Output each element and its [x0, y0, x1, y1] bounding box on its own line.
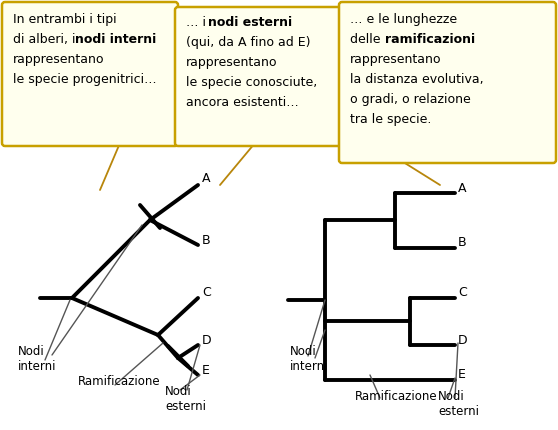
- Text: tra le specie.: tra le specie.: [350, 113, 431, 126]
- Text: le specie conosciute,: le specie conosciute,: [186, 76, 318, 89]
- FancyBboxPatch shape: [2, 2, 178, 146]
- Text: … e le lunghezze: … e le lunghezze: [350, 13, 457, 26]
- Text: Ramificazione: Ramificazione: [78, 375, 161, 388]
- Text: C: C: [202, 286, 211, 300]
- Text: rappresentano: rappresentano: [186, 56, 277, 69]
- Text: Nodi
interni: Nodi interni: [18, 345, 56, 373]
- Text: B: B: [202, 233, 210, 246]
- Text: C: C: [458, 286, 466, 300]
- Text: nodi esterni: nodi esterni: [208, 16, 292, 29]
- Text: Ramificazione: Ramificazione: [355, 390, 437, 403]
- Text: D: D: [202, 334, 211, 347]
- Text: … i: … i: [186, 16, 210, 29]
- Text: A: A: [458, 181, 466, 194]
- Text: Nodi
esterni: Nodi esterni: [165, 385, 206, 413]
- Text: rappresentano: rappresentano: [350, 53, 441, 66]
- Text: rappresentano: rappresentano: [13, 53, 104, 66]
- Text: E: E: [202, 363, 210, 377]
- Text: nodi interni: nodi interni: [75, 33, 156, 46]
- Text: ramificazioni: ramificazioni: [385, 33, 475, 46]
- Text: In entrambi i tipi: In entrambi i tipi: [13, 13, 117, 26]
- Text: la distanza evolutiva,: la distanza evolutiva,: [350, 73, 484, 86]
- Text: E: E: [458, 369, 466, 381]
- Text: A: A: [202, 172, 210, 185]
- Text: le specie progenitrici…: le specie progenitrici…: [13, 73, 157, 86]
- Text: (qui, da A fino ad E): (qui, da A fino ad E): [186, 36, 310, 49]
- Text: B: B: [458, 237, 466, 249]
- FancyBboxPatch shape: [175, 7, 344, 146]
- Text: o gradi, o relazione: o gradi, o relazione: [350, 93, 471, 106]
- Text: Nodi
esterni: Nodi esterni: [438, 390, 479, 418]
- FancyBboxPatch shape: [339, 2, 556, 163]
- Text: D: D: [458, 334, 468, 347]
- Text: ancora esistenti…: ancora esistenti…: [186, 96, 299, 109]
- Text: Nodi
interni: Nodi interni: [290, 345, 329, 373]
- Text: di alberi, i: di alberi, i: [13, 33, 79, 46]
- Text: delle: delle: [350, 33, 384, 46]
